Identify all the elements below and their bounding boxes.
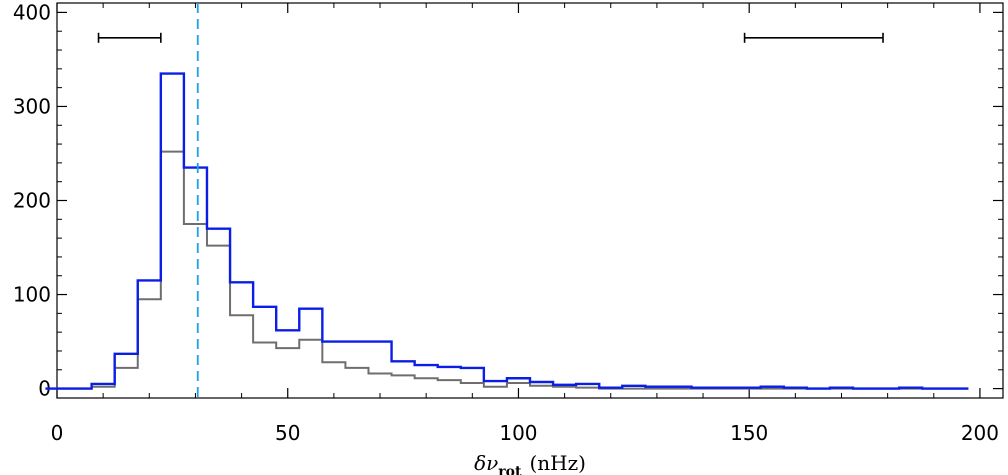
axis-ticks <box>56 3 1003 398</box>
y-tick-label: 0 <box>38 377 51 401</box>
x-axis-label-subscript: rot <box>498 464 522 475</box>
x-tick-label: 50 <box>275 421 300 445</box>
y-tick-label: 300 <box>13 94 51 118</box>
error-bar <box>97 32 162 43</box>
x-tick-label: 0 <box>51 421 64 445</box>
y-tick-label: 100 <box>13 283 51 307</box>
x-axis-label-symbol: δν <box>474 451 498 475</box>
y-tick-label: 400 <box>13 0 51 24</box>
x-tick-label: 100 <box>499 421 537 445</box>
histogram-grey-series <box>45 150 969 390</box>
histogram-blue-series <box>45 72 969 390</box>
histogram-series <box>45 72 969 390</box>
y-tick-labels: 0 100 200 300 400 <box>13 0 51 400</box>
x-axis-label: δνrot (nHz) <box>474 451 586 475</box>
x-tick-labels: 0 50 100 150 200 <box>51 421 999 445</box>
annotations <box>97 3 884 398</box>
plot-frame <box>56 2 1004 399</box>
error-bar <box>743 32 884 43</box>
x-axis-label-unit: (nHz) <box>529 451 585 475</box>
x-tick-label: 200 <box>961 421 999 445</box>
y-tick-label: 200 <box>13 189 51 213</box>
x-tick-label: 150 <box>730 421 768 445</box>
